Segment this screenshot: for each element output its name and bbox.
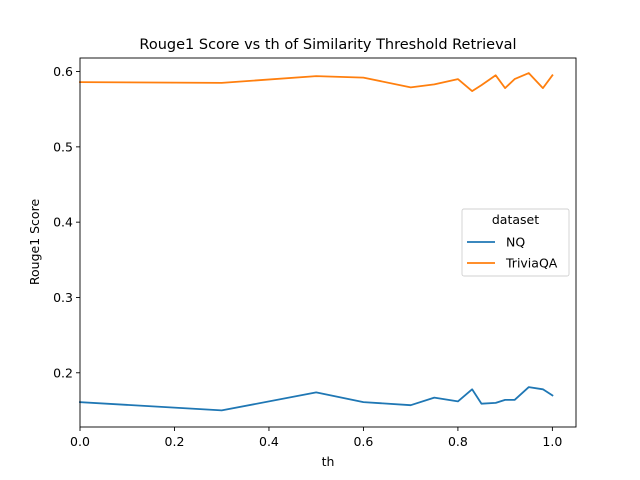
x-tick-label: 0.4 [259, 434, 279, 449]
y-axis-label: Rouge1 Score [27, 199, 42, 286]
legend-box [461, 208, 570, 277]
legend-label-triviaqa: TriviaQA [505, 256, 558, 271]
plot-frame [79, 57, 577, 428]
legend-title: dataset [492, 212, 539, 227]
y-tick-label: 0.6 [53, 64, 73, 79]
series-line-nq [79, 386, 554, 412]
x-tick-label: 0.0 [70, 434, 90, 449]
x-tick-label: 1.0 [542, 434, 562, 449]
x-tick-label: 0.8 [448, 434, 468, 449]
legend: dataset NQ TriviaQA [461, 208, 570, 277]
x-tick-label: 0.2 [165, 434, 185, 449]
y-tick-label: 0.5 [53, 139, 73, 154]
series-line-triviaqa [79, 72, 554, 92]
x-axis-label: th [322, 454, 335, 469]
y-tick-label: 0.3 [53, 290, 73, 305]
y-axis: 0.2 0.3 0.4 0.5 0.6 [53, 64, 80, 380]
x-axis: 0.0 0.2 0.4 0.6 0.8 1.0 [70, 427, 562, 449]
y-tick-label: 0.2 [53, 365, 73, 380]
legend-label-nq: NQ [506, 235, 525, 250]
chart-title: Rouge1 Score vs th of Similarity Thresho… [139, 37, 516, 53]
series-layer [79, 72, 554, 412]
y-tick-label: 0.4 [53, 215, 73, 230]
x-tick-label: 0.6 [353, 434, 373, 449]
